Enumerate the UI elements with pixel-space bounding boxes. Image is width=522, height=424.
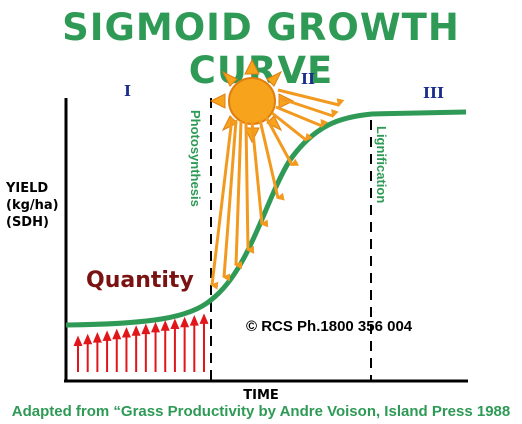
y-axis-label-line-1: YIELD xyxy=(6,181,49,196)
phase-label-3: III xyxy=(423,84,445,102)
growth-arrow-head xyxy=(131,325,141,336)
growth-arrow-head xyxy=(180,316,190,328)
sigmoid-curve xyxy=(65,109,467,328)
y-axis-label-line-3: (SDH) xyxy=(6,215,49,230)
x-axis-label: TIME xyxy=(243,388,279,403)
page-title: SIGMOID GROWTH CURVE xyxy=(62,6,460,92)
growth-arrow-head xyxy=(121,326,131,338)
growth-arrow-head xyxy=(92,332,102,343)
growth-arrows xyxy=(73,313,209,372)
y-axis-label-line-2: (kg/ha) xyxy=(6,198,59,213)
growth-arrow-head xyxy=(83,333,93,345)
lignification-label: Lignification xyxy=(374,126,389,204)
growth-arrow-head xyxy=(160,320,170,331)
growth-arrow-head xyxy=(189,315,199,326)
growth-arrow-head xyxy=(102,330,112,341)
sunlight-rays xyxy=(210,88,345,290)
phase-label-1: I xyxy=(124,82,132,100)
quantity-label: Quantity xyxy=(86,268,194,293)
growth-arrow-head xyxy=(141,323,151,335)
growth-arrow-head xyxy=(73,335,83,346)
growth-arrow-head xyxy=(170,318,180,329)
phase-label-2: II xyxy=(301,70,316,88)
growth-arrow-head xyxy=(199,313,209,324)
copyright-notice: © RCS Ph.1800 356 004 xyxy=(246,318,413,335)
y-axis-label: YIELD (kg/ha) (SDH) xyxy=(6,180,59,231)
growth-arrow-head xyxy=(151,321,161,333)
photosynthesis-label: Photosynthesis xyxy=(188,110,203,207)
source-citation: Adapted from “Grass Productivity by Andr… xyxy=(11,403,511,420)
growth-arrow-head xyxy=(112,328,122,340)
